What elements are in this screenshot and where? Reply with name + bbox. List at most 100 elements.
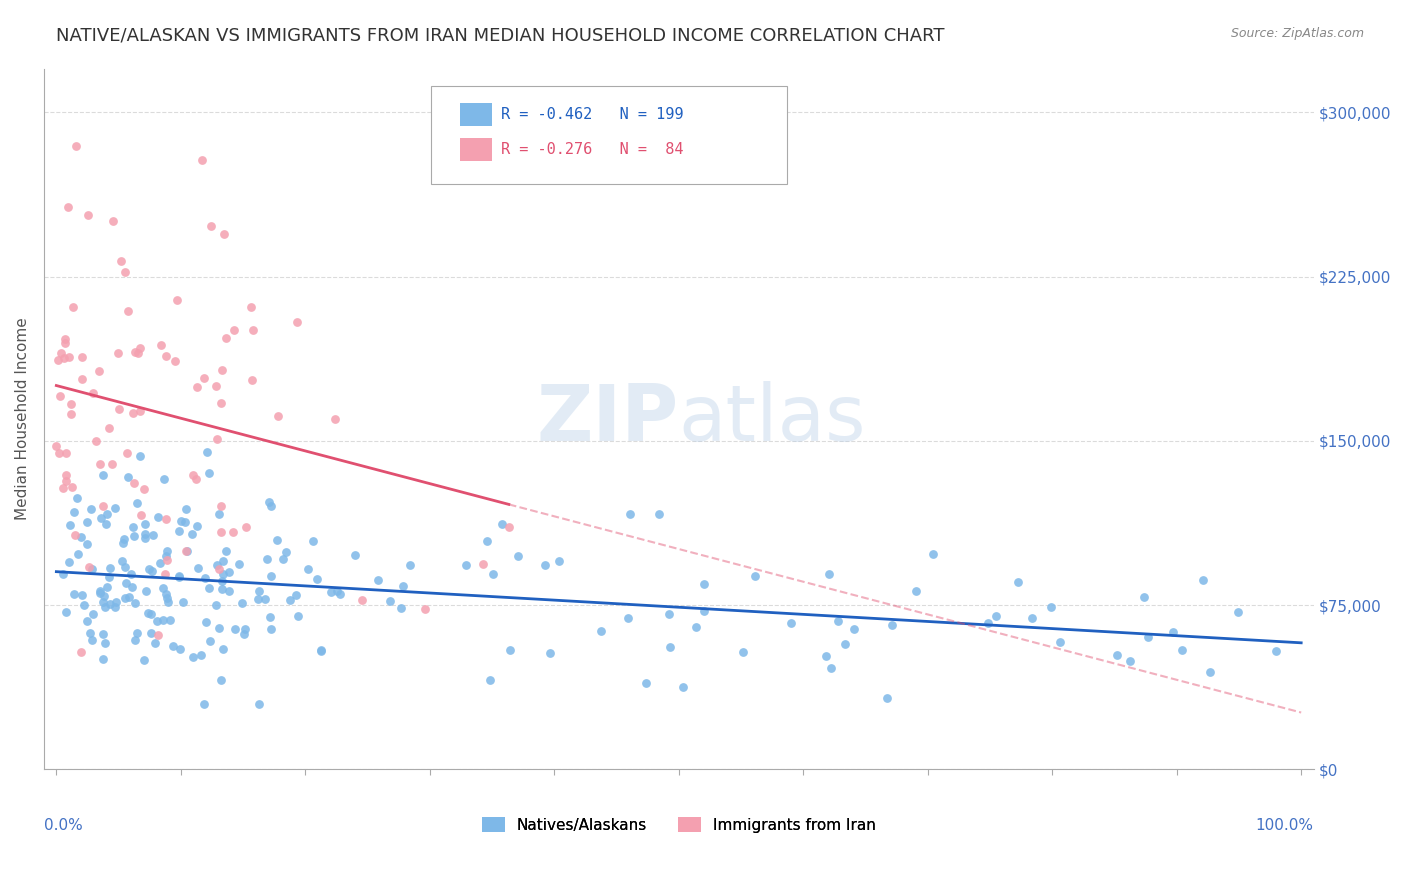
Point (222, 323, 245, 337)
Point (274, 545, 297, 559)
Point (129, 404, 152, 418)
Point (208, 561, 231, 575)
Point (181, 467, 204, 482)
Point (55, 445, 77, 459)
Point (91, 467, 114, 482)
Point (218, 583, 240, 598)
Point (260, 622, 283, 636)
Point (1136, 630, 1159, 644)
Point (96, 508, 118, 522)
Point (1119, 654, 1142, 668)
Point (481, 566, 503, 581)
Point (125, 626, 148, 640)
Point (59, 397, 82, 411)
Point (48, 446, 70, 460)
Point (107, 346, 129, 360)
Point (166, 293, 188, 308)
Point (247, 697, 270, 711)
Point (1265, 644, 1288, 658)
Point (211, 582, 233, 597)
Point (170, 514, 193, 528)
Point (260, 569, 283, 583)
FancyBboxPatch shape (460, 137, 492, 161)
Point (165, 353, 187, 368)
Point (89, 586, 111, 600)
Point (193, 371, 215, 385)
Point (110, 254, 132, 268)
Point (344, 548, 367, 562)
Point (321, 585, 343, 599)
Point (921, 547, 943, 561)
Point (200, 634, 222, 648)
Point (176, 543, 198, 558)
Text: R = -0.462   N = 199: R = -0.462 N = 199 (501, 106, 683, 121)
Point (658, 607, 681, 621)
Point (246, 592, 269, 607)
Point (91, 652, 114, 666)
Point (266, 533, 288, 548)
Point (93, 590, 115, 604)
Point (231, 596, 253, 610)
Point (73, 598, 96, 612)
Point (77, 208, 100, 222)
Point (117, 303, 139, 318)
Point (138, 561, 160, 575)
Point (141, 564, 163, 578)
Point (589, 624, 612, 638)
Point (66, 491, 89, 506)
Point (506, 549, 529, 564)
Point (58, 517, 80, 532)
Point (212, 554, 235, 568)
Point (389, 601, 412, 615)
Point (89, 457, 111, 471)
Point (55, 475, 77, 489)
Point (212, 567, 235, 582)
Point (134, 526, 156, 541)
Point (194, 571, 217, 585)
Point (259, 610, 281, 624)
Point (156, 553, 179, 567)
Point (101, 214, 124, 228)
Point (1040, 599, 1063, 614)
Point (146, 614, 169, 628)
Point (186, 518, 208, 533)
Point (53, 336, 76, 351)
Point (214, 227, 236, 241)
Point (454, 558, 477, 573)
Point (55, 468, 77, 483)
Point (152, 613, 174, 627)
Point (97, 570, 120, 584)
Point (162, 639, 184, 653)
Point (1198, 665, 1220, 680)
Point (90, 511, 112, 525)
Point (124, 596, 146, 610)
Point (617, 611, 640, 625)
Point (153, 472, 176, 486)
Point (167, 568, 190, 582)
Point (904, 584, 927, 599)
Point (215, 331, 238, 345)
Point (209, 396, 232, 410)
Point (153, 567, 176, 582)
Point (211, 574, 233, 589)
Point (253, 592, 276, 607)
Point (98, 420, 121, 434)
Point (167, 570, 190, 584)
Point (209, 673, 232, 687)
Point (284, 588, 307, 602)
Point (114, 591, 136, 605)
Point (49, 389, 72, 403)
Point (240, 301, 263, 315)
Point (491, 517, 513, 532)
Point (129, 449, 152, 463)
Point (779, 615, 801, 630)
Point (1227, 605, 1250, 619)
Point (256, 552, 278, 566)
Point (98, 597, 121, 611)
Point (211, 642, 233, 657)
Point (174, 502, 197, 516)
Point (76, 614, 98, 628)
Point (267, 409, 290, 423)
Point (118, 590, 141, 604)
Point (70, 645, 93, 659)
